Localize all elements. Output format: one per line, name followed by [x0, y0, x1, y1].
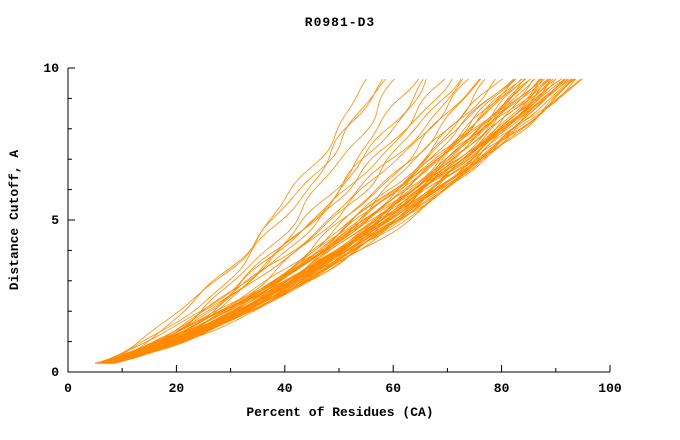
model-curve	[97, 78, 582, 364]
model-curve	[113, 78, 496, 364]
y-tick-label: 10	[43, 61, 59, 76]
model-curve	[108, 78, 573, 364]
model-curve	[105, 78, 566, 364]
model-curve	[105, 78, 522, 364]
x-tick-label: 60	[385, 381, 401, 396]
model-curve	[95, 78, 552, 364]
model-curve	[100, 78, 514, 364]
model-curve	[111, 78, 576, 364]
model-curve	[105, 78, 367, 364]
model-curve	[97, 78, 453, 364]
model-curve	[105, 78, 545, 364]
model-curve	[95, 78, 568, 364]
y-axis-label: Distance Cutoff, A	[7, 150, 22, 291]
model-curve	[100, 78, 482, 364]
chart-title: R0981-D3	[305, 15, 375, 30]
model-curve	[97, 78, 541, 364]
x-axis-label: Percent of Residues (CA)	[246, 405, 433, 420]
model-curve	[103, 78, 531, 364]
y-tick-label: 5	[51, 213, 59, 228]
model-curve	[100, 78, 531, 364]
plot-area: 0 20 40 60 80 100 0 5 10	[43, 61, 622, 396]
model-curve	[94, 78, 464, 364]
model-curve	[108, 78, 427, 364]
model-curve	[111, 78, 526, 364]
model-curve	[108, 78, 531, 364]
model-curve	[103, 78, 517, 364]
x-tick-label: 0	[64, 381, 72, 396]
model-curve	[111, 78, 549, 364]
model-curve	[108, 78, 534, 364]
model-curve	[94, 78, 551, 364]
model-curve	[94, 78, 542, 364]
model-curve	[111, 78, 481, 364]
x-tick-label: 20	[169, 381, 185, 396]
y-tick-label: 0	[51, 365, 59, 380]
model-curve	[103, 78, 523, 364]
model-curve	[95, 78, 583, 364]
x-tick-label: 80	[494, 381, 510, 396]
model-curve	[97, 78, 575, 364]
model-curve	[103, 78, 420, 364]
model-curve	[111, 78, 565, 364]
model-curve	[105, 78, 514, 364]
model-curve	[105, 78, 469, 364]
model-curve	[103, 78, 486, 364]
model-curve	[94, 78, 516, 364]
model-curve	[94, 78, 527, 364]
model-curve	[100, 78, 574, 364]
model-curve	[100, 78, 384, 364]
axis-lines	[67, 68, 610, 373]
x-tick-label: 100	[598, 381, 622, 396]
model-curve	[111, 78, 541, 364]
model-curve	[97, 78, 387, 364]
x-tick-label: 40	[277, 381, 293, 396]
model-curve	[100, 78, 549, 364]
